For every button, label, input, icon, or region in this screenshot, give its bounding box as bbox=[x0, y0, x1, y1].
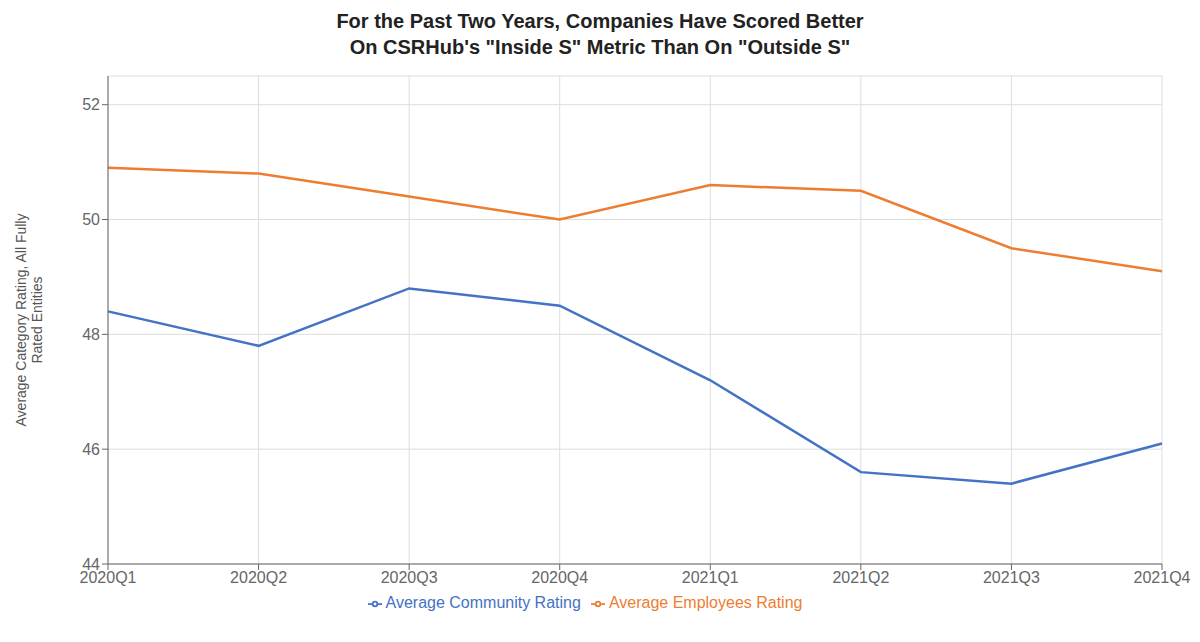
svg-text:2021Q4: 2021Q4 bbox=[1134, 569, 1191, 586]
svg-text:2020Q1: 2020Q1 bbox=[79, 569, 137, 587]
svg-text:2021Q1: 2021Q1 bbox=[682, 569, 739, 586]
html-text:Average Employees Rating: Average Employees Rating bbox=[608, 594, 803, 611]
svg-text:52: 52 bbox=[82, 96, 100, 113]
svg-text:2020Q4: 2020Q4 bbox=[531, 569, 588, 586]
svg-text:2020Q3: 2020Q3 bbox=[381, 569, 438, 586]
svg-text:Average Category Rating, All F: Average Category Rating, All FullyRated … bbox=[13, 214, 46, 427]
svg-text:44: 44 bbox=[82, 556, 100, 573]
svg-text:48: 48 bbox=[82, 326, 100, 343]
svg-text:2021Q2: 2021Q2 bbox=[832, 569, 889, 586]
svg-text:46: 46 bbox=[82, 441, 100, 458]
svg-text:2020Q2: 2020Q2 bbox=[230, 569, 287, 586]
svg-text:50: 50 bbox=[82, 211, 100, 228]
html-text:For the Past Two Years, Compan: For the Past Two Years, Companies Have S… bbox=[336, 10, 864, 32]
html-text:Average Community Rating: Average Community Rating bbox=[385, 594, 581, 611]
svg-text:2021Q3: 2021Q3 bbox=[983, 569, 1040, 586]
html-text:On CSRHub's "Inside S" Metric: On CSRHub's "Inside S" Metric Than On "O… bbox=[349, 36, 851, 58]
